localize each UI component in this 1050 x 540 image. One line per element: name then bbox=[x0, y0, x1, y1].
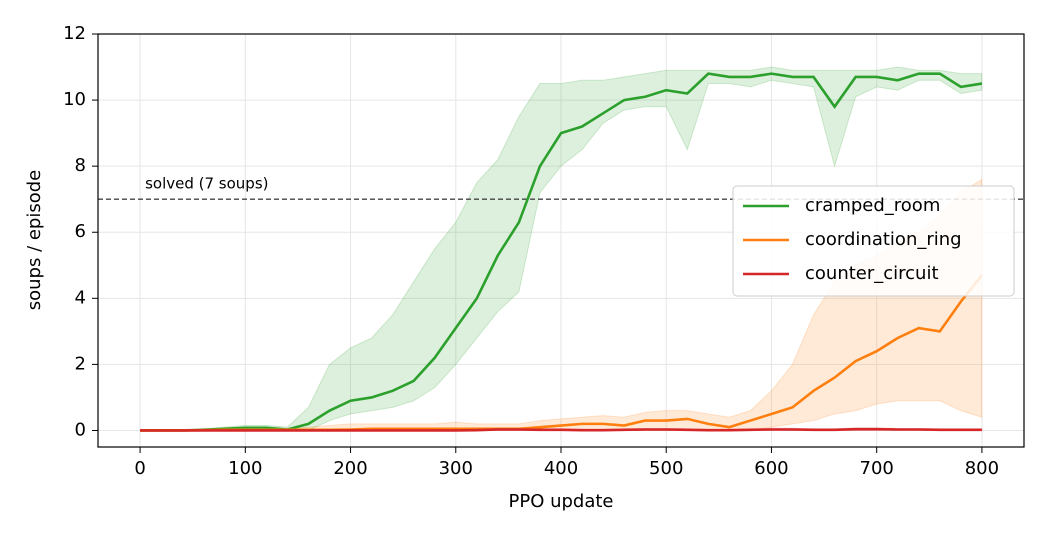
x-tick-label: 800 bbox=[965, 458, 999, 479]
legend-box bbox=[732, 185, 1015, 297]
x-axis-label: PPO update bbox=[508, 491, 613, 512]
x-tick-label: 100 bbox=[228, 458, 262, 479]
band bbox=[140, 66, 983, 431]
x-tick-label: 600 bbox=[754, 458, 788, 479]
y-tick-label: 2 bbox=[75, 353, 86, 374]
legend-label: counter_circuit bbox=[805, 263, 939, 284]
y-tick-label: 10 bbox=[63, 89, 86, 110]
y-tick-label: 8 bbox=[75, 155, 86, 176]
x-tick-label: 400 bbox=[544, 458, 578, 479]
reference-label: solved (7 soups) bbox=[145, 175, 268, 193]
y-axis-label: soups / episode bbox=[24, 170, 45, 311]
plot-frame bbox=[97, 33, 1025, 448]
x-tick-label: 500 bbox=[649, 458, 683, 479]
legend-label: coordination_ring bbox=[805, 229, 962, 250]
x-tick-label: 700 bbox=[860, 458, 894, 479]
series-line bbox=[140, 427, 982, 432]
legend-label: cramped_room bbox=[805, 195, 940, 216]
x-tick-label: 0 bbox=[134, 458, 145, 479]
y-tick-label: 6 bbox=[75, 221, 86, 242]
y-tick-label: 0 bbox=[75, 419, 86, 440]
y-tick-label: 12 bbox=[63, 23, 86, 44]
y-tick-label: 4 bbox=[75, 287, 86, 308]
x-tick-label: 300 bbox=[439, 458, 473, 479]
x-tick-label: 200 bbox=[333, 458, 367, 479]
